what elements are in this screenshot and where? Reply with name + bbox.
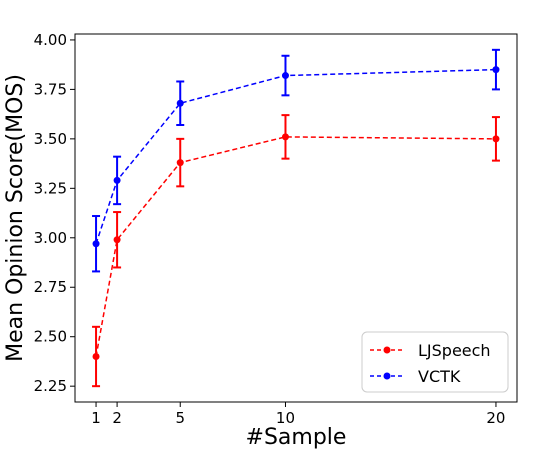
- x-tick-label: 20: [486, 409, 505, 427]
- plot-area: [74, 33, 518, 403]
- legend-box: [361, 331, 509, 393]
- data-point: [281, 72, 289, 80]
- x-tick-label: 1: [91, 409, 101, 427]
- data-point: [492, 135, 500, 143]
- y-tick-label: 3.75: [34, 80, 67, 98]
- y-tick-label: 2.50: [34, 328, 67, 346]
- series-ljspeech: [92, 114, 500, 388]
- data-point: [281, 133, 289, 141]
- y-tick-label: 3.00: [34, 229, 67, 247]
- legend: LJSpeech VCTK: [361, 331, 509, 393]
- x-axis: 1 2 5 10 20: [91, 402, 505, 427]
- data-point: [492, 66, 500, 74]
- series-line-vctk: [95, 68, 496, 244]
- series-line-ljspeech: [95, 136, 496, 357]
- data-point: [176, 159, 184, 167]
- y-tick-label: 3.50: [34, 130, 67, 148]
- legend-marker-ljspeech: [383, 346, 391, 354]
- legend-label-ljspeech: LJSpeech: [418, 341, 491, 360]
- y-tick-label: 3.25: [34, 179, 67, 197]
- legend-marker-vctk: [383, 372, 391, 380]
- x-tick-label: 5: [175, 409, 185, 427]
- y-axis-label: Mean Opinion Score(MOS): [3, 74, 28, 362]
- data-point: [113, 236, 121, 244]
- series-vctk: [92, 48, 500, 273]
- series-layer: [92, 48, 500, 388]
- x-axis-label: #Sample: [246, 425, 347, 450]
- x-tick-label: 10: [276, 409, 295, 427]
- y-tick-label: 4.00: [34, 31, 67, 49]
- x-tick-label: 2: [112, 409, 122, 427]
- data-point: [92, 240, 100, 248]
- y-tick-label: 2.75: [34, 278, 67, 296]
- legend-label-vctk: VCTK: [418, 367, 461, 386]
- data-point: [176, 99, 184, 107]
- data-point: [113, 176, 121, 184]
- y-axis: 2.25 2.50 2.75 3.00 3.25 3.50 3.75 4.00: [34, 31, 75, 395]
- data-point: [92, 352, 100, 360]
- y-tick-label: 2.25: [34, 377, 67, 395]
